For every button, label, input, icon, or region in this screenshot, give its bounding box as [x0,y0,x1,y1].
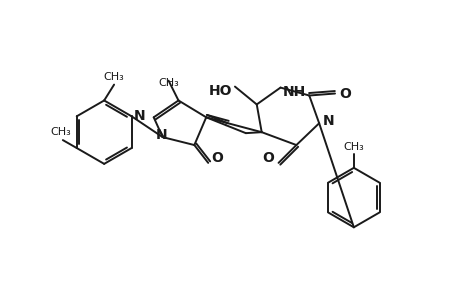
Text: HO: HO [208,84,231,98]
Text: O: O [338,86,350,100]
Text: CH₃: CH₃ [103,72,124,82]
Text: CH₃: CH₃ [158,78,179,88]
Text: N: N [322,114,334,128]
Text: NH: NH [282,85,305,99]
Text: CH₃: CH₃ [343,142,364,152]
Text: O: O [211,151,223,165]
Text: N: N [134,109,146,123]
Text: CH₃: CH₃ [50,127,71,137]
Text: O: O [262,151,274,165]
Text: N: N [156,128,167,142]
